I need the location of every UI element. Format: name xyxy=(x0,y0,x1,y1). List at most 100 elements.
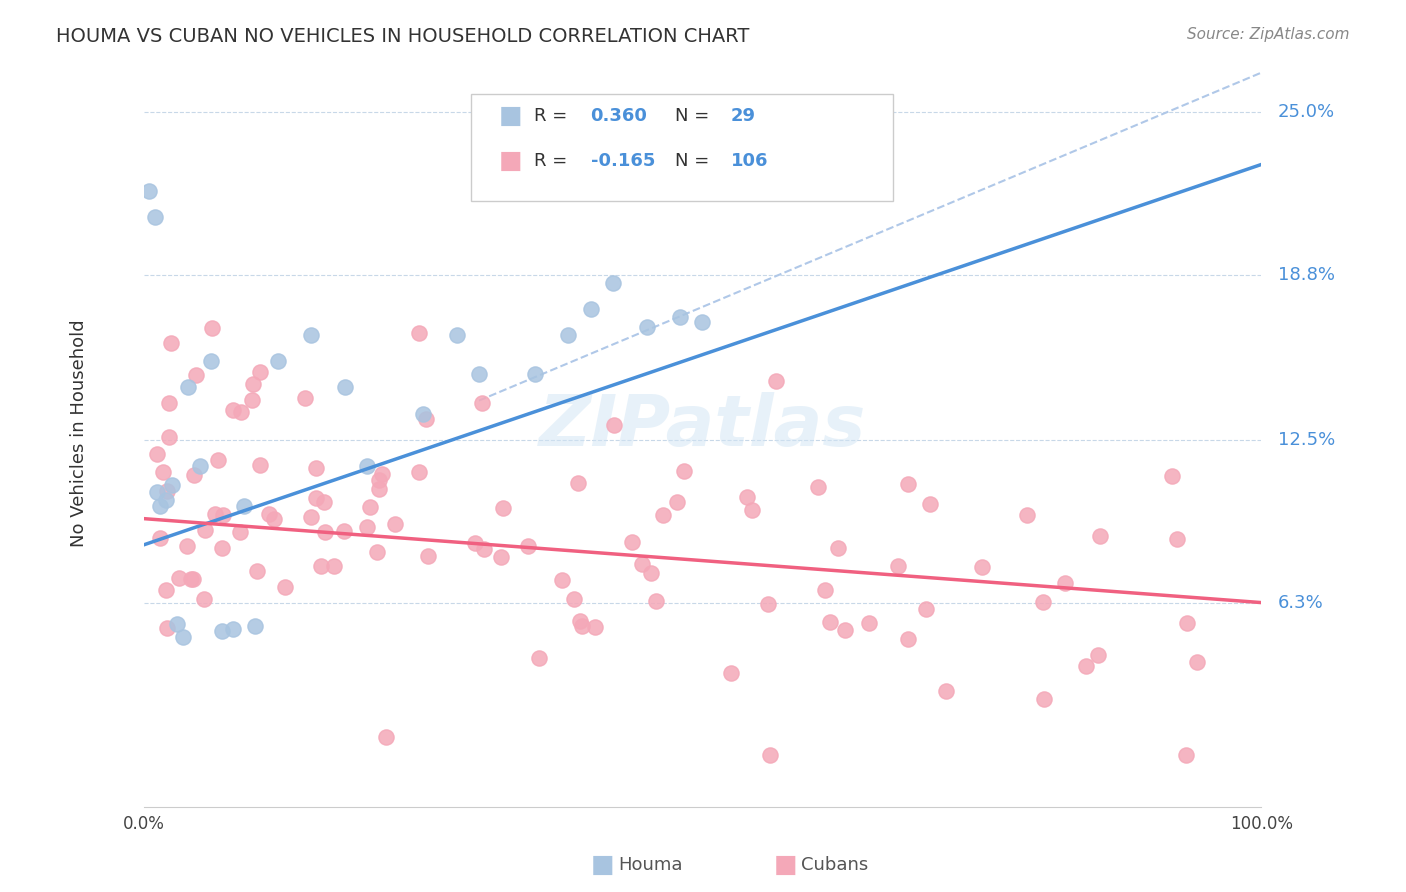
Point xyxy=(472,542,495,557)
Point xyxy=(1160,469,1182,483)
Point xyxy=(517,540,540,554)
Point xyxy=(138,184,160,198)
Point xyxy=(172,630,194,644)
Point xyxy=(666,495,689,509)
Point xyxy=(807,480,830,494)
Point xyxy=(155,493,177,508)
Point xyxy=(1032,595,1054,609)
Point xyxy=(305,491,328,506)
Point xyxy=(149,499,172,513)
Point xyxy=(371,467,394,481)
Text: Houma: Houma xyxy=(619,856,683,874)
Point xyxy=(176,539,198,553)
Point xyxy=(1087,648,1109,662)
Point xyxy=(156,621,179,635)
Point xyxy=(818,615,841,629)
Text: 100.0%: 100.0% xyxy=(1230,815,1292,833)
Text: Source: ZipAtlas.com: Source: ZipAtlas.com xyxy=(1187,27,1350,42)
Point xyxy=(630,558,652,572)
Point xyxy=(166,616,188,631)
Point xyxy=(970,560,993,574)
Point xyxy=(834,623,856,637)
Point xyxy=(155,582,177,597)
Point xyxy=(200,354,222,368)
Point xyxy=(583,620,606,634)
Point xyxy=(415,412,437,426)
Point xyxy=(222,622,245,636)
Point xyxy=(1054,576,1077,591)
Point xyxy=(180,572,202,586)
Text: ZIPatlas: ZIPatlas xyxy=(538,392,866,461)
Text: ■: ■ xyxy=(591,854,614,877)
Text: 18.8%: 18.8% xyxy=(1278,266,1334,284)
Text: R =: R = xyxy=(534,152,574,169)
Point xyxy=(408,466,430,480)
Point xyxy=(737,491,759,505)
Point xyxy=(935,684,957,698)
Point xyxy=(184,368,207,383)
Text: ■: ■ xyxy=(499,104,523,128)
Point xyxy=(408,326,430,340)
Point xyxy=(146,485,169,500)
Point xyxy=(887,558,910,573)
Point xyxy=(571,619,593,633)
Point xyxy=(149,531,172,545)
Point xyxy=(314,495,336,509)
Point xyxy=(464,536,486,550)
Point xyxy=(1185,655,1208,669)
Point xyxy=(741,503,763,517)
Point xyxy=(1177,615,1199,630)
Point xyxy=(692,315,714,329)
Point xyxy=(242,376,264,391)
Point xyxy=(557,328,579,343)
Point xyxy=(827,541,849,556)
Point xyxy=(263,511,285,525)
Point xyxy=(551,573,574,587)
Text: 6.3%: 6.3% xyxy=(1278,593,1323,612)
Point xyxy=(1175,747,1198,762)
Point xyxy=(765,374,787,388)
Point xyxy=(527,650,550,665)
Point xyxy=(222,403,245,417)
Point xyxy=(167,571,190,585)
Point xyxy=(471,396,494,410)
Point xyxy=(1088,529,1111,543)
Point xyxy=(152,465,174,479)
Point xyxy=(1076,659,1098,673)
Text: 12.5%: 12.5% xyxy=(1278,431,1336,449)
Point xyxy=(204,507,226,521)
Point xyxy=(446,328,468,343)
Text: No Vehicles in Household: No Vehicles in Household xyxy=(70,319,87,547)
Point xyxy=(157,396,180,410)
Point xyxy=(233,499,256,513)
Point xyxy=(160,335,183,350)
Point xyxy=(915,602,938,616)
Point xyxy=(299,328,322,343)
Point xyxy=(249,458,271,473)
Point xyxy=(567,476,589,491)
Point xyxy=(231,405,253,419)
Point xyxy=(523,368,546,382)
Point xyxy=(897,632,920,646)
Point xyxy=(652,508,675,522)
Point xyxy=(640,566,662,580)
Point xyxy=(146,447,169,461)
Point xyxy=(366,545,388,559)
Point xyxy=(359,500,381,515)
Text: N =: N = xyxy=(675,107,714,125)
Point xyxy=(492,500,515,515)
Point xyxy=(1017,508,1039,523)
Point xyxy=(160,477,183,491)
Point xyxy=(673,464,696,478)
Point xyxy=(157,430,180,444)
Point xyxy=(579,301,602,316)
Text: -0.165: -0.165 xyxy=(591,152,655,169)
Point xyxy=(188,459,211,474)
Point xyxy=(314,524,336,539)
Point xyxy=(309,558,332,573)
Point xyxy=(257,508,280,522)
Text: N =: N = xyxy=(675,152,714,169)
Point xyxy=(645,594,668,608)
Point xyxy=(720,665,742,680)
Point xyxy=(603,418,626,433)
